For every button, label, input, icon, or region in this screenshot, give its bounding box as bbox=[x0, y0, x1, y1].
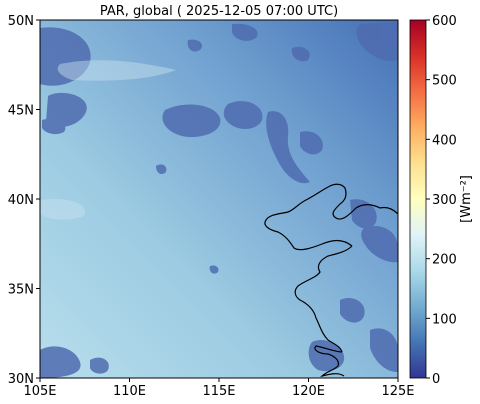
colorbar-ramp bbox=[409, 19, 427, 379]
cloud-patch bbox=[370, 328, 398, 372]
cloud-patches bbox=[40, 22, 398, 378]
cloud-patch bbox=[223, 101, 263, 129]
cloud-patch bbox=[42, 118, 66, 135]
cloud-patch bbox=[156, 164, 167, 174]
cloud-patch bbox=[300, 131, 323, 155]
colorbar-tick-label: 400 bbox=[432, 133, 457, 148]
cloud-patch bbox=[340, 297, 365, 323]
y-tick-label: 30N bbox=[8, 372, 34, 387]
cloud-patch bbox=[40, 346, 81, 378]
cloud-patch bbox=[266, 111, 310, 184]
x-tick-label: 105E bbox=[23, 384, 56, 399]
y-tick-label: 45N bbox=[8, 104, 34, 119]
colorbar-label: [Wm⁻²] bbox=[459, 175, 474, 223]
par-field bbox=[40, 20, 398, 378]
cloud-patch bbox=[291, 46, 310, 62]
colorbar-tick-label: 600 bbox=[432, 14, 457, 29]
map-panel bbox=[39, 19, 399, 379]
figure-title: PAR, global ( 2025-12-05 07:00 UTC) bbox=[100, 4, 338, 19]
colorbar-tick-label: 100 bbox=[432, 312, 457, 327]
colorbar: 0 100 200 300 400 500 600 [Wm⁻²] bbox=[409, 14, 474, 387]
colorbar-tick-label: 300 bbox=[432, 193, 457, 208]
cloud-patch bbox=[90, 357, 109, 374]
cloud-patch bbox=[308, 339, 345, 372]
thin-cloud bbox=[57, 60, 176, 81]
cloud-patch bbox=[350, 199, 377, 229]
cloud-patch bbox=[40, 27, 91, 86]
colorbar-tick-label: 200 bbox=[432, 253, 457, 268]
thin-cloud bbox=[40, 198, 86, 220]
cloud-patch bbox=[46, 92, 87, 127]
cloud-patch bbox=[232, 23, 258, 41]
coastline bbox=[264, 183, 398, 378]
cloud-patch bbox=[162, 104, 221, 138]
cloud-patch bbox=[187, 39, 203, 52]
colorbar-tick-label: 0 bbox=[432, 372, 440, 387]
colorbar-tick-label: 500 bbox=[432, 74, 457, 89]
x-tick-label: 125E bbox=[381, 384, 414, 399]
cloud-patch bbox=[356, 22, 398, 62]
x-tick-label: 115E bbox=[202, 384, 235, 399]
y-tick-label: 50N bbox=[8, 14, 34, 29]
x-axis: 105E 110E 115E 120E 125E bbox=[23, 378, 415, 399]
cloud-patch bbox=[361, 226, 398, 263]
y-tick-label: 40N bbox=[8, 193, 34, 208]
y-axis: 50N 45N 40N 35N 30N bbox=[8, 14, 40, 387]
x-tick-label: 110E bbox=[113, 384, 146, 399]
colorbar-ticks: 0 100 200 300 400 500 600 bbox=[426, 14, 457, 387]
x-tick-label: 120E bbox=[292, 384, 325, 399]
cloud-patch bbox=[209, 265, 219, 274]
y-tick-label: 35N bbox=[8, 283, 34, 298]
